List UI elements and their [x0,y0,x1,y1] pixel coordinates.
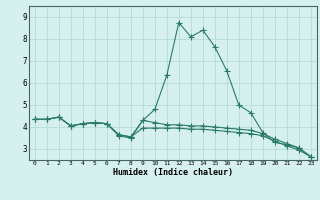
X-axis label: Humidex (Indice chaleur): Humidex (Indice chaleur) [113,168,233,177]
